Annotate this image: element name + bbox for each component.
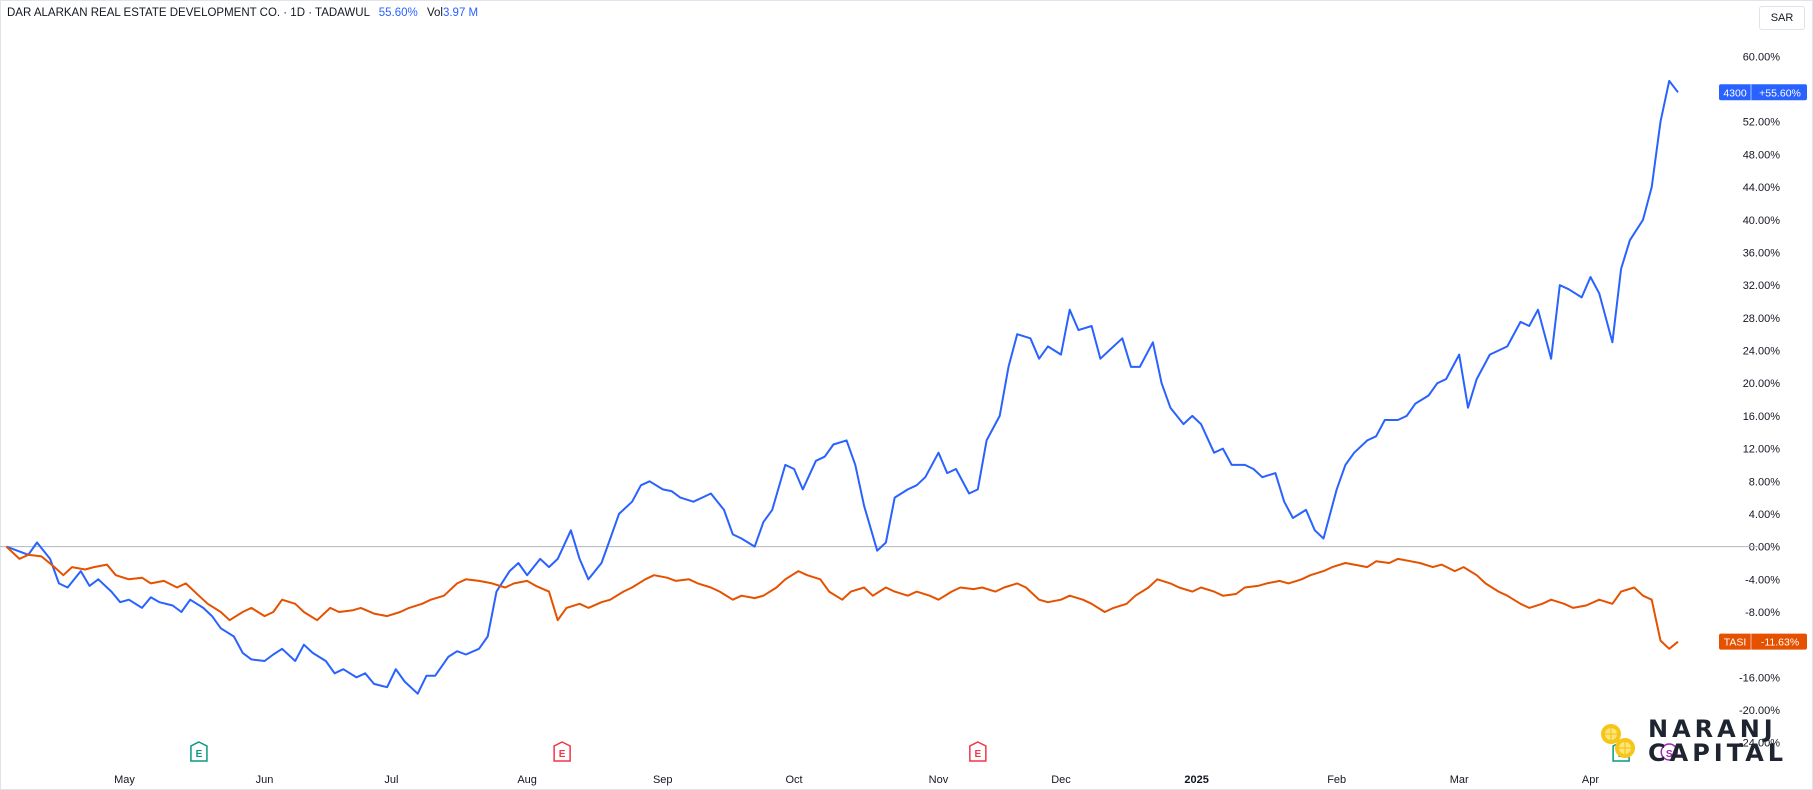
chart-header: DAR ALARKAN REAL ESTATE DEVELOPMENT CO. … xyxy=(7,7,478,19)
naranj-capital-logo: NARANJ CAPITAL xyxy=(1598,713,1787,769)
x-tick-label: Jun xyxy=(256,774,274,786)
change-percent: 55.60% xyxy=(378,7,418,19)
price-tag-tasi: TASI -11.63% xyxy=(1719,633,1807,650)
y-tick-label: 4.00% xyxy=(1749,509,1780,521)
price-tag-symbol: 4300 xyxy=(1723,87,1747,99)
y-tick-label: -20.00% xyxy=(1739,705,1780,717)
x-tick-label: Sep xyxy=(653,774,673,786)
x-tick-label: Jul xyxy=(384,774,398,786)
y-tick-label: 48.00% xyxy=(1743,149,1781,161)
y-tick-label: 28.00% xyxy=(1743,313,1781,325)
y-tick-label: -8.00% xyxy=(1745,607,1780,619)
event-marker-label: S xyxy=(1666,749,1673,760)
y-tick-label: 12.00% xyxy=(1743,444,1781,456)
series-line-tasi[interactable] xyxy=(5,545,1679,650)
event-markers: EEEES xyxy=(190,741,1678,762)
x-tick-label: Aug xyxy=(517,774,537,786)
y-axis: 60.00% 52.00% 48.00% 44.00% 40.00% 36.00% 32.0… xyxy=(1739,51,1780,749)
y-tick-label: 0.00% xyxy=(1749,542,1780,554)
volume-label: Vol xyxy=(426,7,443,19)
volume-value: 3.97 M xyxy=(442,7,479,19)
price-tag-symbol: TASI xyxy=(1724,637,1747,649)
y-tick-label: 40.00% xyxy=(1743,215,1781,227)
logo-word-capital: CAPITAL xyxy=(1648,739,1788,767)
event-marker-label: E xyxy=(196,749,203,760)
series-line-4300[interactable] xyxy=(6,79,1679,695)
event-marker-e[interactable]: E xyxy=(969,741,987,762)
price-tags: 4300 +55.60% TASI -11.63% xyxy=(1719,84,1807,650)
event-marker-e[interactable]: E xyxy=(553,741,571,762)
x-tick-label: Dec xyxy=(1051,774,1071,786)
x-tick-label: Feb xyxy=(1327,774,1346,786)
symbol-title[interactable]: DAR ALARKAN REAL ESTATE DEVELOPMENT CO. … xyxy=(7,7,370,19)
price-tag-4300: 4300 +55.60% xyxy=(1719,84,1807,101)
y-tick-label: 36.00% xyxy=(1743,247,1781,259)
orange-slice-icon xyxy=(1601,724,1635,758)
y-tick-label: 8.00% xyxy=(1749,476,1780,488)
event-marker-label: E xyxy=(975,749,982,760)
y-tick-label: 32.00% xyxy=(1743,280,1781,292)
x-tick-label: Mar xyxy=(1450,774,1469,786)
x-tick-label: Nov xyxy=(929,774,949,786)
price-tag-value: -11.63% xyxy=(1761,637,1799,649)
y-tick-label: 44.00% xyxy=(1743,182,1781,194)
series-lines xyxy=(5,79,1679,695)
event-marker-label: E xyxy=(559,749,566,760)
event-marker-e[interactable]: E xyxy=(190,741,208,762)
y-tick-label: 20.00% xyxy=(1743,378,1781,390)
x-tick-label: May xyxy=(114,774,135,786)
x-tick-label: 2025 xyxy=(1184,774,1208,786)
currency-button[interactable]: SAR xyxy=(1759,6,1805,30)
x-tick-label: Apr xyxy=(1582,774,1599,786)
y-tick-label: 60.00% xyxy=(1743,51,1781,63)
logo-word-naranj: NARANJ xyxy=(1648,715,1777,743)
x-tick-label: Oct xyxy=(785,774,802,786)
y-tick-label: 16.00% xyxy=(1743,411,1781,423)
y-tick-label: 52.00% xyxy=(1743,117,1781,129)
y-tick-label: -24.00% xyxy=(1739,738,1780,750)
x-axis: May Jun Jul Aug Sep Oct Nov Dec 2025 Feb Mar Apr xyxy=(114,774,1599,786)
y-tick-label: -4.00% xyxy=(1745,574,1780,586)
event-marker-s[interactable]: S xyxy=(1660,743,1678,761)
y-tick-label: 24.00% xyxy=(1743,346,1781,358)
price-tag-value: +55.60% xyxy=(1759,87,1801,99)
y-tick-label: -16.00% xyxy=(1739,672,1780,684)
